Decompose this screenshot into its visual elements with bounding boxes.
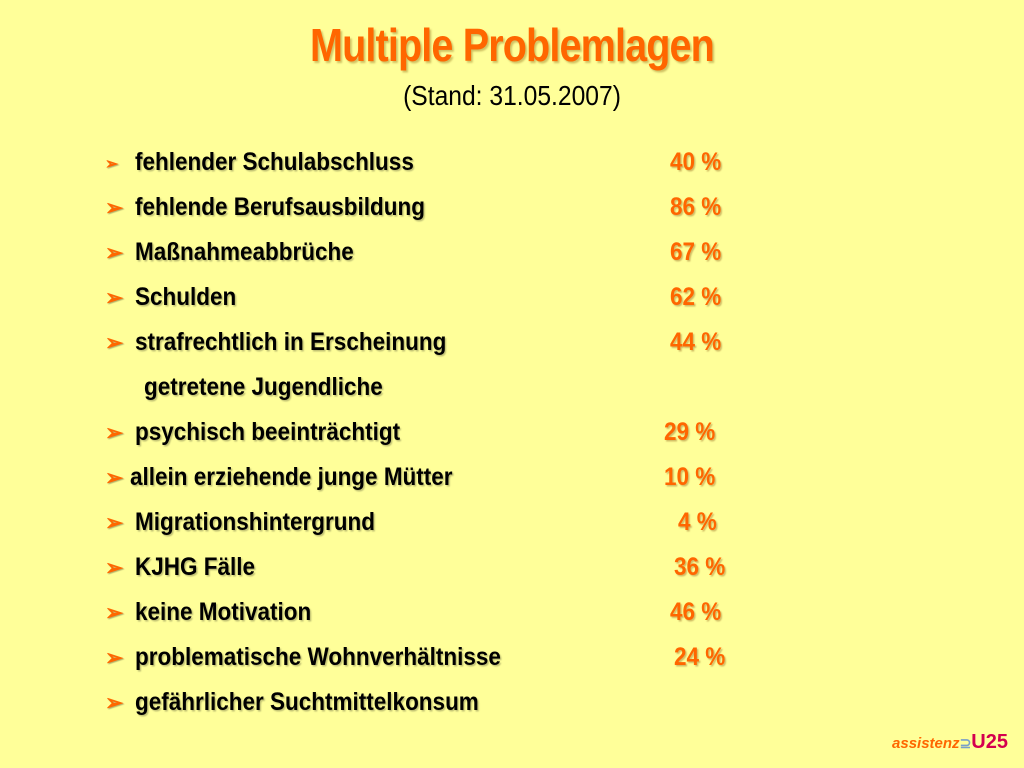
list-item: ➢ psychisch beeinträchtigt 29 % (0, 418, 1024, 458)
list-item: ➢ problematische Wohnverhältnisse 24 % (0, 643, 1024, 683)
list-item-value: 86 % (670, 193, 722, 221)
list-item: ➢ allein erziehende junge Mütter 10 % (0, 463, 1024, 503)
list-item-value: 62 % (670, 283, 722, 311)
bullet-arrow-icon: ➢ (105, 465, 124, 490)
list-item: ➢ Maßnahmeabbrüche 67 % (0, 238, 1024, 278)
list-item-value: 40 % (670, 148, 722, 176)
bullet-arrow-icon: ➢ (105, 156, 119, 173)
list-item-label: psychisch beeinträchtigt (135, 418, 401, 446)
list-item-value: 44 % (670, 328, 722, 356)
list-item-value: 67 % (670, 238, 722, 266)
list-item: ➢ strafrechtlich in Erscheinung 44 % (0, 328, 1024, 368)
bullet-arrow-icon: ➢ (105, 420, 124, 445)
list-item: ➢ gefährlicher Suchtmittelkonsum (0, 688, 1024, 728)
list-item: getretene Jugendliche (0, 373, 1024, 413)
list-item-value: 29 % (664, 418, 716, 446)
list-item-label: problematische Wohnverhältnisse (135, 643, 501, 671)
bullet-arrow-icon: ➢ (105, 330, 124, 355)
bullet-arrow-icon: ➢ (105, 195, 124, 220)
bullet-arrow-icon: ➢ (105, 555, 124, 580)
list-item-label: gefährlicher Suchtmittelkonsum (135, 688, 479, 716)
bullet-arrow-icon: ➢ (105, 600, 124, 625)
list-item-value: 46 % (670, 598, 722, 626)
list-item-value: 24 % (674, 643, 726, 671)
bullet-arrow-icon: ➢ (105, 510, 124, 535)
list-item-label: Migrationshintergrund (135, 508, 375, 536)
list-item: ➢ fehlender Schulabschluss 40 % (0, 148, 1024, 188)
logo-symbol-icon: ⊇ (959, 735, 972, 751)
list-item-label: fehlender Schulabschluss (135, 148, 414, 176)
logo-text-assistenz: assistenz (892, 735, 960, 752)
bullet-arrow-icon: ➢ (105, 285, 124, 310)
bullet-arrow-icon: ➢ (105, 690, 124, 715)
logo: assistenz⊇U25 (892, 731, 1008, 754)
list-item-value: 10 % (664, 463, 716, 491)
slide-subtitle: (Stand: 31.05.2007) (403, 80, 621, 111)
list-item-label: keine Motivation (135, 598, 312, 626)
list-item-label: fehlende Berufsausbildung (135, 193, 426, 221)
slide-title: Multiple Problemlagen (310, 19, 715, 71)
list-item-label: allein erziehende junge Mütter (130, 463, 453, 491)
list-item-label: Schulden (135, 283, 237, 311)
list-item: ➢ Migrationshintergrund 4 % (0, 508, 1024, 548)
list-item-label: getretene Jugendliche (144, 373, 383, 401)
list-item: ➢ keine Motivation 46 % (0, 598, 1024, 638)
bullet-arrow-icon: ➢ (105, 240, 124, 265)
list-item: ➢ fehlende Berufsausbildung 86 % (0, 193, 1024, 233)
list-item-value: 4 % (678, 508, 717, 536)
list-item-label: Maßnahmeabbrüche (135, 238, 354, 266)
bullet-arrow-icon: ➢ (105, 645, 124, 670)
list-item-label: KJHG Fälle (135, 553, 256, 581)
logo-text-u25: U25 (971, 731, 1008, 753)
list-item: ➢ KJHG Fälle 36 % (0, 553, 1024, 593)
list-item: ➢ Schulden 62 % (0, 283, 1024, 323)
list-item-label: strafrechtlich in Erscheinung (135, 328, 447, 356)
list-item-value: 36 % (674, 553, 726, 581)
